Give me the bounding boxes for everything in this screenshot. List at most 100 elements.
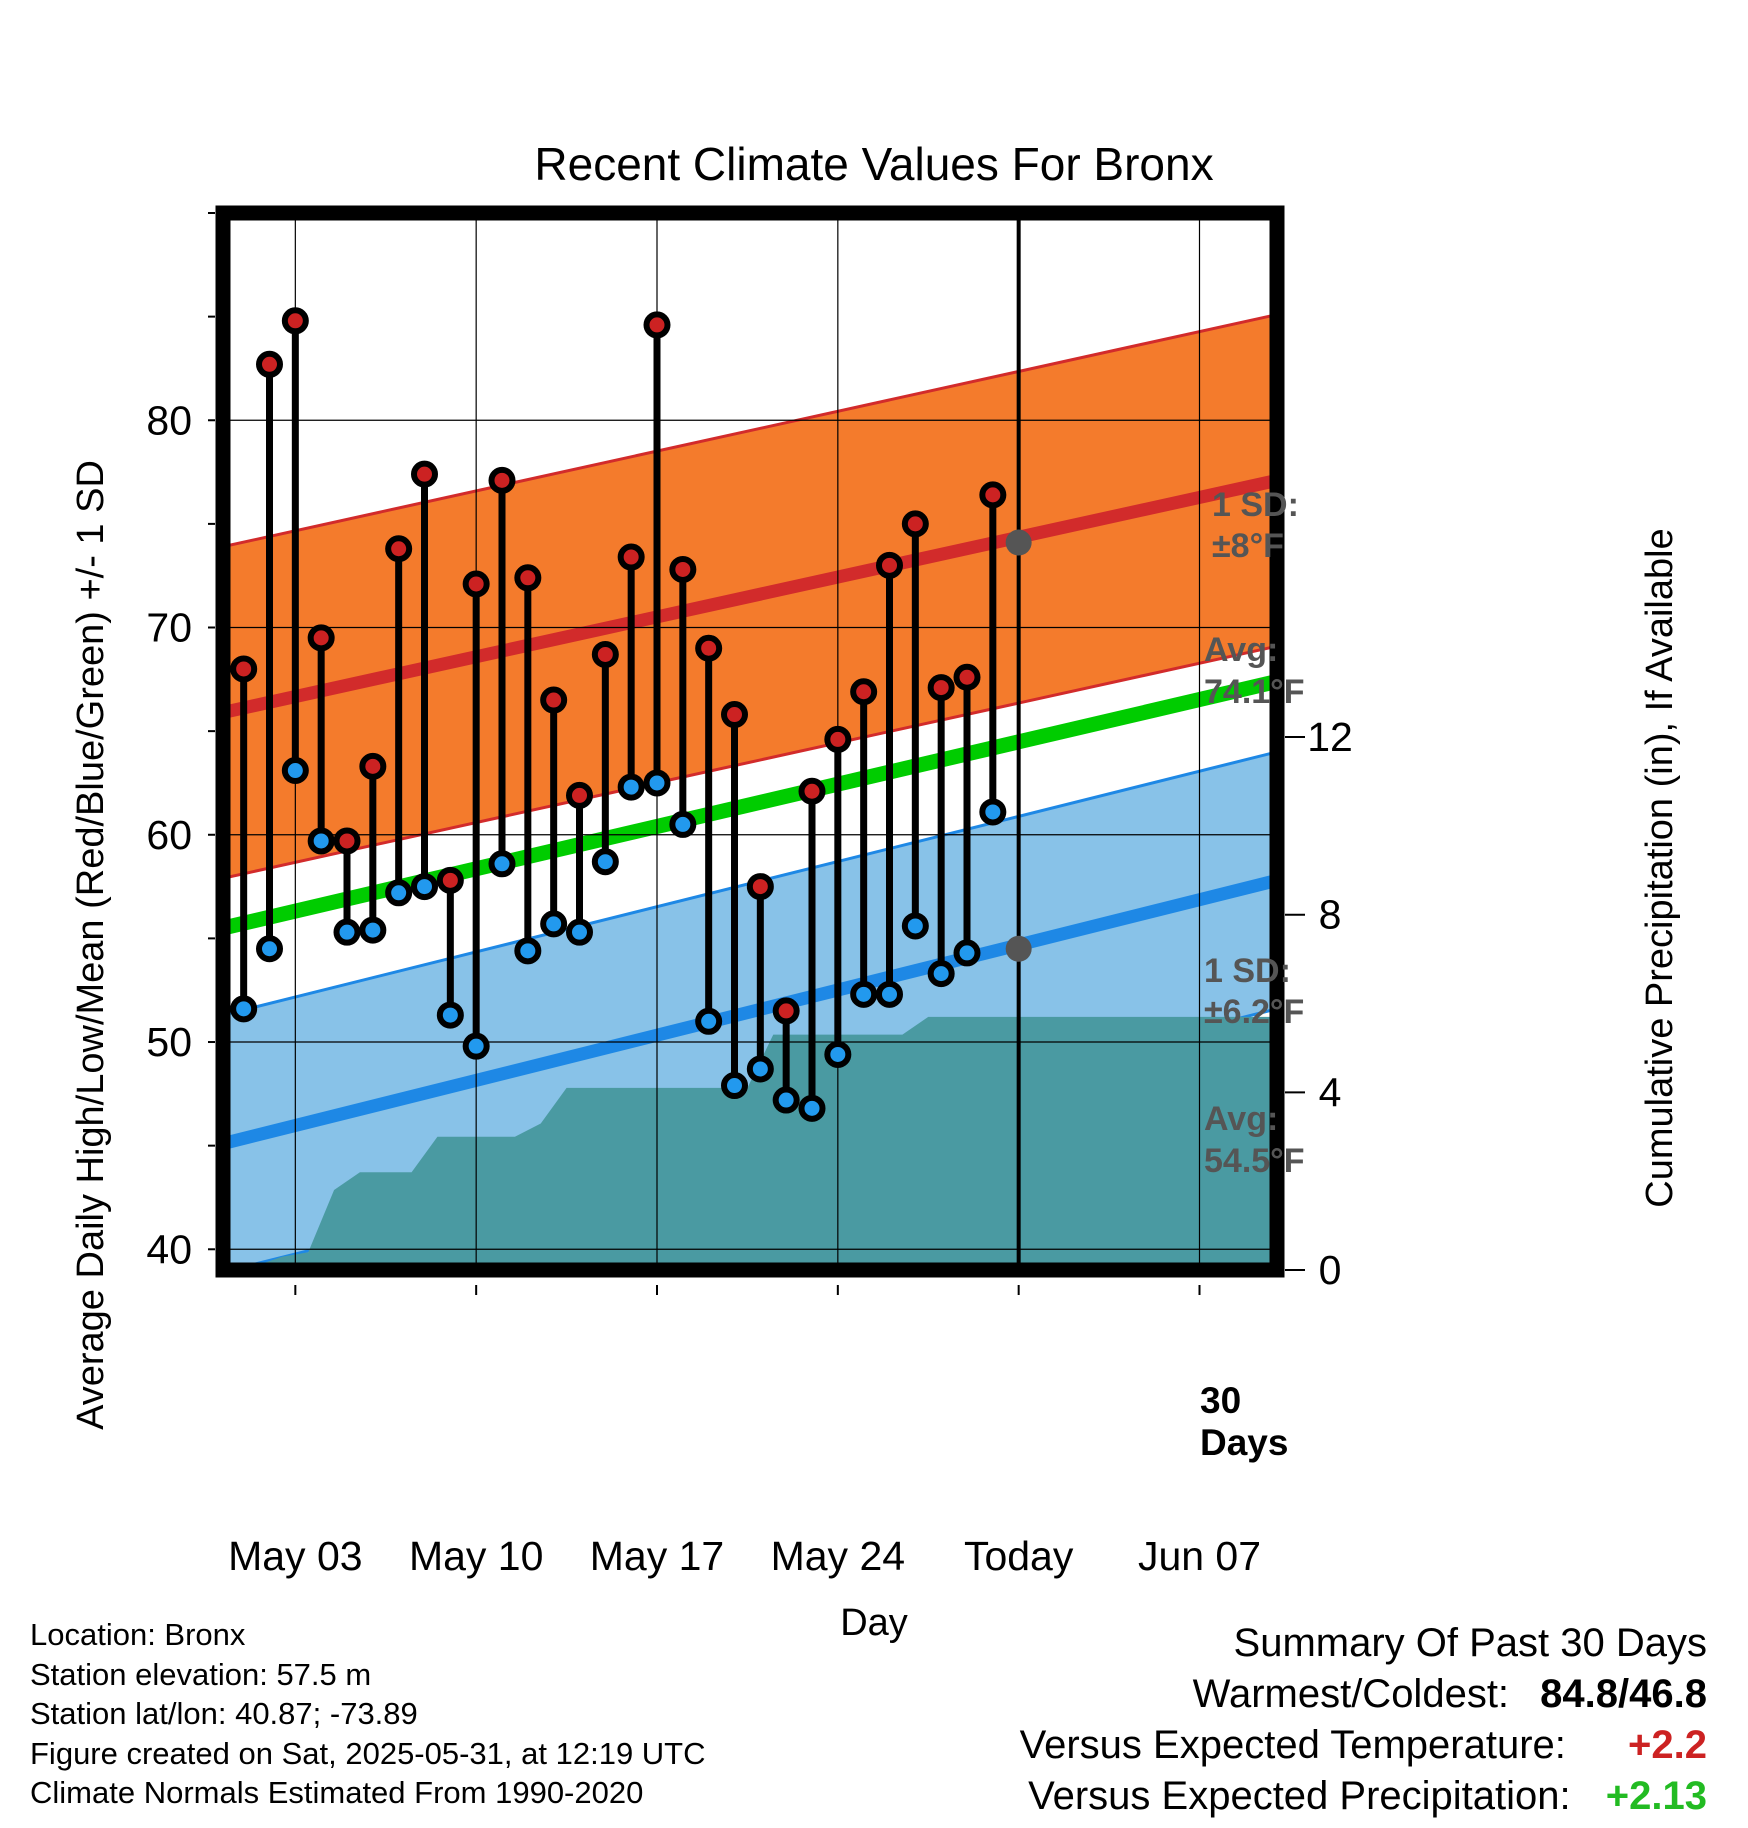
precip-area bbox=[223, 1016, 1277, 1270]
high-point bbox=[359, 752, 387, 780]
created-text: Figure created on Sat, 2025-05-31, at 12… bbox=[30, 1735, 706, 1771]
y2-tick-label: 4 bbox=[1319, 1069, 1342, 1115]
low-point bbox=[721, 1072, 748, 1100]
station-info: Location: Bronx Station elevation: 57.5 … bbox=[30, 1615, 706, 1813]
low-point bbox=[695, 1007, 723, 1035]
low-point bbox=[901, 912, 929, 940]
low-point bbox=[643, 769, 671, 797]
low-point bbox=[850, 980, 878, 1008]
low-point bbox=[256, 935, 283, 963]
high-avg-value: 74.1°F bbox=[1204, 673, 1305, 711]
low-point bbox=[979, 798, 1007, 826]
low-point bbox=[307, 827, 335, 855]
x-tick-label: Today bbox=[964, 1533, 1074, 1579]
low-point bbox=[488, 850, 516, 878]
plot-inner bbox=[223, 213, 1277, 1270]
low-point bbox=[876, 980, 903, 1008]
y-tick-label: 40 bbox=[146, 1226, 192, 1272]
low-sd-label: 1 SD: bbox=[1204, 952, 1291, 990]
precip-value: +2.13 bbox=[1605, 1774, 1707, 1818]
plot-area bbox=[215, 205, 1285, 1278]
temp-value: +2.2 bbox=[1628, 1723, 1707, 1767]
low-point bbox=[746, 1055, 774, 1083]
high-point bbox=[411, 460, 438, 488]
high-point bbox=[927, 674, 955, 702]
high-point bbox=[901, 510, 929, 538]
y-tick-label: 60 bbox=[146, 812, 192, 858]
precip-row: Versus Expected Precipitation: +2.13 bbox=[1020, 1771, 1707, 1822]
low-point bbox=[669, 810, 697, 838]
x-tick-label: May 17 bbox=[590, 1533, 724, 1579]
low-avg-label: Avg: bbox=[1204, 1100, 1278, 1138]
x-tick-label: May 03 bbox=[228, 1533, 362, 1579]
chart-title: Recent Climate Values For Bronx bbox=[534, 138, 1213, 190]
x-axis: May 03 May 10 May 17 May 24 Today Jun 07 bbox=[228, 1285, 1261, 1579]
low-point bbox=[385, 879, 413, 907]
y-axis-label: Average Daily High/Low/Mean (Red/Blue/Gr… bbox=[70, 460, 112, 1430]
today-high-avg-marker bbox=[1005, 529, 1032, 556]
high-point bbox=[669, 555, 697, 583]
y-tick-label: 70 bbox=[146, 605, 192, 651]
days-count: 30 bbox=[1200, 1380, 1241, 1421]
low-point bbox=[798, 1094, 826, 1122]
high-point bbox=[540, 686, 568, 714]
y2-axis: 0 4 8 12 bbox=[1285, 714, 1353, 1293]
high-point bbox=[436, 866, 464, 894]
low-point bbox=[540, 910, 568, 938]
x-tick-label: May 24 bbox=[771, 1533, 905, 1579]
normals-text: Climate Normals Estimated From 1990-2020 bbox=[30, 1775, 644, 1810]
high-point bbox=[876, 551, 903, 579]
high-point bbox=[953, 663, 981, 691]
high-sd-value: ±8°F bbox=[1212, 527, 1284, 565]
high-point bbox=[230, 655, 258, 683]
low-point bbox=[411, 873, 438, 901]
x-tick-label: May 10 bbox=[409, 1533, 543, 1579]
low-point bbox=[333, 918, 361, 946]
high-point bbox=[462, 570, 490, 598]
y-tick-label: 50 bbox=[146, 1019, 192, 1065]
today-low-avg-marker bbox=[1005, 935, 1032, 962]
y2-axis-label: Cumulative Precipitation (in), If Availa… bbox=[1639, 528, 1681, 1207]
high-point bbox=[850, 678, 878, 706]
high-point bbox=[385, 535, 413, 563]
elevation-text: Station elevation: 57.5 m bbox=[30, 1656, 372, 1692]
warm-cold-value: 84.8/46.8 bbox=[1540, 1672, 1707, 1716]
y-axis: 40 50 60 70 80 bbox=[146, 212, 215, 1272]
x-axis-label: Day bbox=[840, 1602, 908, 1644]
days-label: Days bbox=[1200, 1422, 1288, 1463]
high-point bbox=[591, 640, 619, 668]
low-point bbox=[927, 960, 955, 988]
high-point bbox=[256, 350, 283, 378]
normal-low-line bbox=[223, 874, 1277, 1150]
temp-label: Versus Expected Temperature: bbox=[1019, 1723, 1566, 1767]
high-point bbox=[566, 781, 593, 809]
low-point bbox=[772, 1086, 800, 1114]
low-sd-value: ±6.2°F bbox=[1204, 993, 1304, 1031]
high-point bbox=[514, 564, 542, 592]
warm-cold-label: Warmest/Coldest: bbox=[1192, 1672, 1510, 1716]
high-point bbox=[307, 624, 335, 652]
low-point bbox=[436, 1001, 464, 1029]
x-tick-label: Jun 07 bbox=[1138, 1533, 1261, 1579]
high-avg-label: Avg: bbox=[1204, 631, 1278, 669]
summary-panel: Summary Of Past 30 Days Warmest/Coldest:… bbox=[1020, 1618, 1707, 1822]
high-point bbox=[979, 481, 1007, 509]
high-sd-label: 1 SD: bbox=[1212, 486, 1299, 524]
high-point bbox=[746, 873, 774, 901]
precip-label: Versus Expected Precipitation: bbox=[1028, 1774, 1571, 1818]
low-point bbox=[462, 1032, 490, 1060]
plot-frame bbox=[215, 205, 1285, 1278]
low-point bbox=[230, 995, 258, 1023]
high-point bbox=[695, 634, 723, 662]
y2-tick-label: 8 bbox=[1319, 892, 1342, 938]
low-point bbox=[359, 916, 387, 944]
high-point bbox=[721, 701, 748, 729]
y2-tick-label: 0 bbox=[1319, 1247, 1342, 1293]
summary-heading: Summary Of Past 30 Days bbox=[1233, 1621, 1707, 1665]
y-tick-label: 80 bbox=[146, 397, 192, 443]
location-text: Location: Bronx bbox=[30, 1617, 246, 1652]
y2-tick-label: 12 bbox=[1307, 714, 1353, 760]
temp-row: Versus Expected Temperature: +2.2 bbox=[1020, 1720, 1707, 1771]
